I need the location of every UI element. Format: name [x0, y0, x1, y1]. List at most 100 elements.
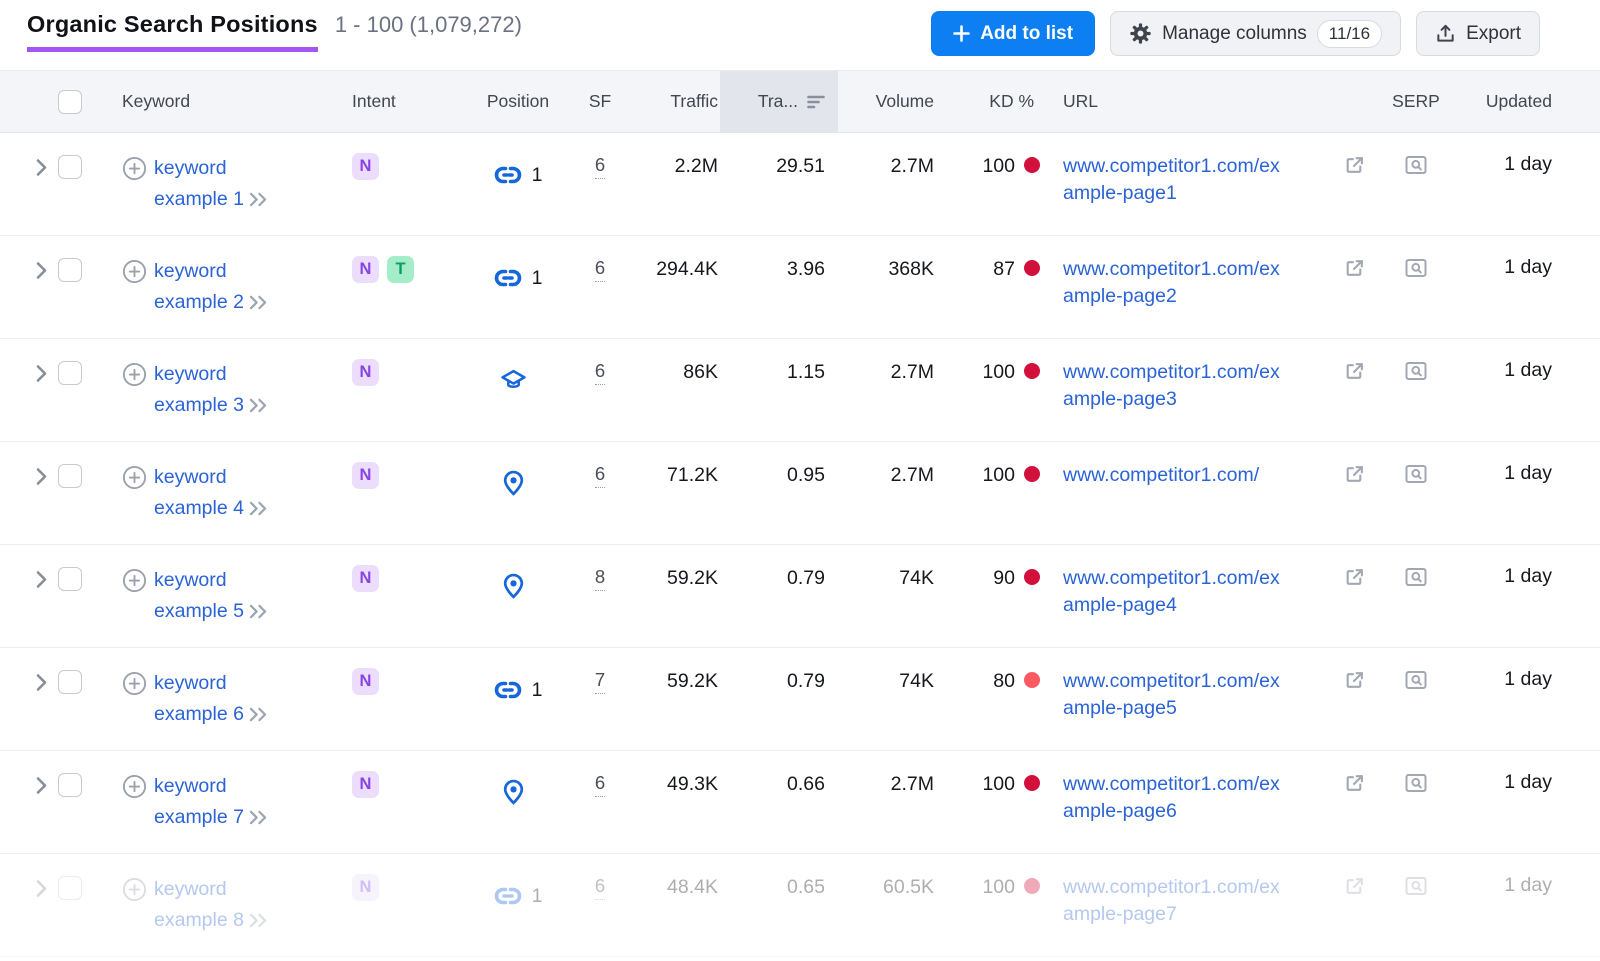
double-chevron-icon[interactable]	[248, 398, 269, 413]
url-link[interactable]: www.competitor1.com/	[1063, 464, 1260, 486]
expand-row-chevron-icon[interactable]	[36, 570, 47, 589]
keyword-link[interactable]: keyword example 6	[154, 672, 244, 725]
column-header-url[interactable]: URL	[1063, 91, 1099, 111]
column-header-volume[interactable]: Volume	[875, 91, 934, 111]
keyword-link[interactable]: keyword example 1	[154, 157, 244, 210]
url-link[interactable]: www.competitor1.com/example-page2	[1063, 258, 1280, 307]
column-header-position[interactable]: Position	[486, 91, 550, 111]
url-link[interactable]: www.competitor1.com/example-page6	[1063, 773, 1280, 822]
expand-cell	[24, 236, 58, 338]
serp-features-count[interactable]: 6	[594, 153, 606, 179]
header-checkbox-cell	[58, 71, 104, 132]
checkbox-cell	[58, 133, 104, 235]
external-link-icon[interactable]	[1344, 670, 1365, 696]
external-link-icon[interactable]	[1344, 258, 1365, 284]
serp-features-count[interactable]: 6	[594, 256, 606, 282]
expand-row-chevron-icon[interactable]	[36, 879, 47, 898]
column-header-intent[interactable]: Intent	[352, 91, 396, 111]
keyword-link[interactable]: keyword example 5	[154, 569, 244, 622]
column-header-sf[interactable]: SF	[588, 91, 612, 111]
add-keyword-icon[interactable]	[122, 156, 147, 215]
double-chevron-icon[interactable]	[248, 295, 269, 310]
keyword-link[interactable]: keyword example 7	[154, 775, 244, 828]
add-keyword-icon[interactable]	[122, 362, 147, 421]
external-link-icon[interactable]	[1344, 773, 1365, 799]
keyword-link[interactable]: keyword example 8	[154, 878, 244, 931]
column-header-traffic[interactable]: Traffic	[670, 91, 718, 111]
row-checkbox[interactable]	[58, 155, 82, 179]
serp-features-count[interactable]: 6	[594, 462, 606, 488]
url-link[interactable]: www.competitor1.com/example-page1	[1063, 155, 1280, 204]
add-keyword-icon[interactable]	[122, 877, 147, 936]
intent-badges: N	[352, 359, 379, 386]
column-header-kd[interactable]: KD %	[989, 91, 1034, 111]
serp-preview-icon[interactable]	[1404, 360, 1428, 387]
page-header: Organic Search Positions 1 - 100 (1,079,…	[0, 0, 1600, 70]
kd-dot	[1024, 466, 1040, 482]
expand-row-chevron-icon[interactable]	[36, 776, 47, 795]
location-pin-icon	[502, 573, 525, 600]
plus-icon	[953, 25, 971, 42]
add-to-list-button[interactable]: Add to list	[931, 11, 1096, 56]
keyword-link[interactable]: keyword example 4	[154, 466, 244, 519]
column-header-keyword[interactable]: Keyword	[122, 91, 191, 111]
row-checkbox[interactable]	[58, 670, 82, 694]
updated-value: 1 day	[1504, 359, 1552, 381]
add-keyword-icon[interactable]	[122, 671, 147, 730]
row-checkbox[interactable]	[58, 464, 82, 488]
intent-badge-n: N	[352, 462, 379, 489]
serp-preview-icon[interactable]	[1404, 566, 1428, 593]
manage-columns-button[interactable]: Manage columns 11/16	[1110, 11, 1402, 56]
double-chevron-icon[interactable]	[248, 810, 269, 825]
serp-features-count[interactable]: 8	[594, 565, 606, 591]
expand-row-chevron-icon[interactable]	[36, 261, 47, 280]
column-header-updated[interactable]: Updated	[1485, 91, 1552, 111]
serp-features-count[interactable]: 6	[594, 359, 606, 385]
double-chevron-icon[interactable]	[248, 707, 269, 722]
add-keyword-icon[interactable]	[122, 259, 147, 318]
expand-row-chevron-icon[interactable]	[36, 158, 47, 177]
keyword-cell: keyword example 7	[104, 751, 352, 853]
serp-preview-icon[interactable]	[1404, 772, 1428, 799]
external-link-icon[interactable]	[1344, 155, 1365, 181]
expand-row-chevron-icon[interactable]	[36, 673, 47, 692]
keyword-cell: keyword example 3	[104, 339, 352, 441]
row-checkbox[interactable]	[58, 773, 82, 797]
external-link-icon[interactable]	[1344, 567, 1365, 593]
serp-features-count[interactable]: 6	[594, 874, 606, 900]
url-link[interactable]: www.competitor1.com/example-page3	[1063, 361, 1280, 410]
double-chevron-icon[interactable]	[248, 913, 269, 928]
url-link[interactable]: www.competitor1.com/example-page5	[1063, 670, 1280, 719]
expand-row-chevron-icon[interactable]	[36, 364, 47, 383]
select-all-checkbox[interactable]	[58, 89, 82, 114]
external-link-icon[interactable]	[1344, 464, 1365, 490]
double-chevron-icon[interactable]	[248, 192, 269, 207]
serp-preview-icon[interactable]	[1404, 154, 1428, 181]
column-header-traffic-percent[interactable]: Tra...	[720, 71, 838, 132]
serp-preview-icon[interactable]	[1404, 875, 1428, 902]
row-checkbox[interactable]	[58, 258, 82, 282]
double-chevron-icon[interactable]	[248, 604, 269, 619]
url-link[interactable]: www.competitor1.com/example-page4	[1063, 567, 1280, 616]
serp-features-count[interactable]: 7	[594, 668, 606, 694]
export-icon	[1435, 23, 1456, 44]
add-keyword-icon[interactable]	[122, 774, 147, 833]
export-button[interactable]: Export	[1416, 11, 1540, 56]
keyword-link[interactable]: keyword example 2	[154, 260, 244, 313]
expand-row-chevron-icon[interactable]	[36, 467, 47, 486]
row-checkbox[interactable]	[58, 876, 82, 900]
serp-features-count[interactable]: 6	[594, 771, 606, 797]
row-checkbox[interactable]	[58, 567, 82, 591]
url-link[interactable]: www.competitor1.com/example-page7	[1063, 876, 1280, 925]
serp-preview-icon[interactable]	[1404, 257, 1428, 284]
external-link-icon[interactable]	[1344, 361, 1365, 387]
serp-preview-icon[interactable]	[1404, 669, 1428, 696]
row-checkbox[interactable]	[58, 361, 82, 385]
add-keyword-icon[interactable]	[122, 568, 147, 627]
double-chevron-icon[interactable]	[248, 501, 269, 516]
add-keyword-icon[interactable]	[122, 465, 147, 524]
external-link-icon[interactable]	[1344, 876, 1365, 902]
serp-preview-icon[interactable]	[1404, 463, 1428, 490]
keyword-link[interactable]: keyword example 3	[154, 363, 244, 416]
expand-cell	[24, 545, 58, 647]
